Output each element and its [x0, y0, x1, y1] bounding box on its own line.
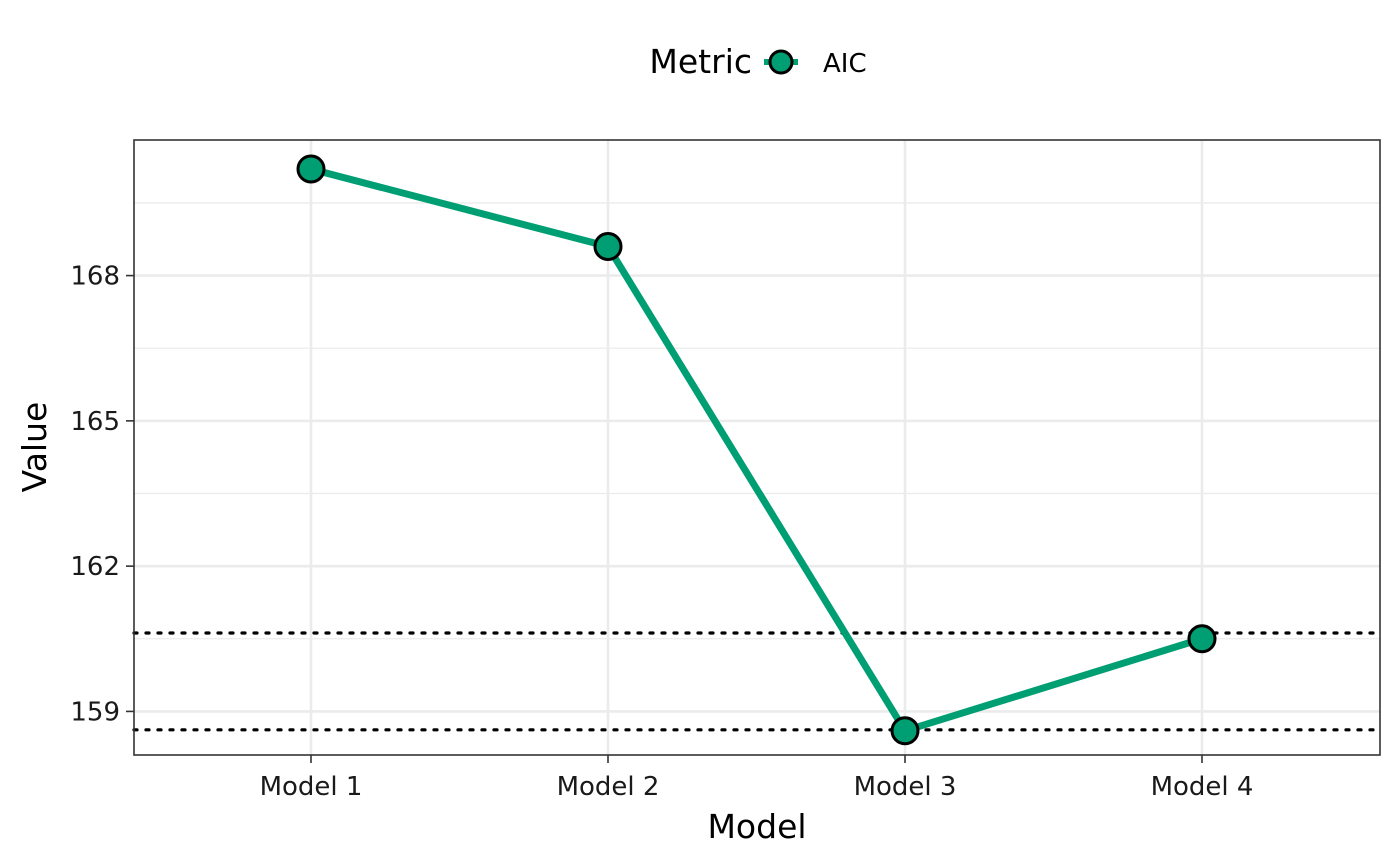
reference-lines [132, 631, 1382, 732]
grid-minor [134, 202, 1380, 640]
data-point [296, 154, 326, 184]
data-point [1187, 624, 1217, 654]
legend-label-aic: AIC [823, 49, 867, 79]
x-tick-label: Model 2 [557, 772, 660, 802]
y-tick-label: 159 [70, 697, 120, 727]
y-axis-title: Value [15, 402, 54, 493]
y-tick-label: 168 [70, 262, 120, 292]
legend: Metric AIC [649, 42, 866, 81]
panel-border [133, 139, 1381, 756]
data-point [593, 232, 623, 262]
x-axis-title: Model [707, 807, 806, 846]
x-tick-label: Model 1 [260, 772, 363, 802]
legend-title: Metric [649, 42, 752, 81]
series-aic [296, 154, 1217, 746]
y-axis: 159 162 165 168 [70, 262, 134, 727]
y-tick-label: 165 [70, 407, 120, 437]
data-point [890, 716, 920, 746]
x-axis: Model 1 Model 2 Model 3 Model 4 [260, 755, 1254, 802]
legend-key-marker [768, 49, 794, 75]
x-tick-label: Model 3 [854, 772, 957, 802]
y-tick-label: 162 [70, 552, 120, 582]
series-line-aic [310, 165, 1204, 735]
x-tick-label: Model 4 [1151, 772, 1254, 802]
